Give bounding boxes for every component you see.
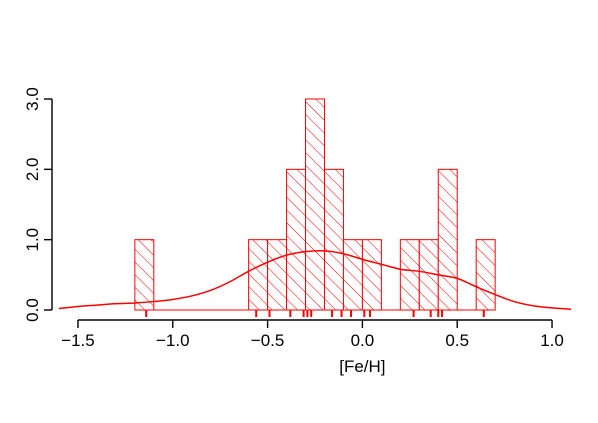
histogram-bar <box>323 168 344 311</box>
x-tick-label: −1.5 <box>61 331 95 350</box>
x-tick-label: −1.0 <box>156 331 190 350</box>
y-tick-label: 1.0 <box>23 228 42 252</box>
y-tick-label: 0.0 <box>23 298 42 322</box>
y-axis: 0.0 1.0 2.0 3.0 <box>23 87 53 322</box>
histogram-bars <box>134 98 496 311</box>
x-tick-label: 0.0 <box>351 331 375 350</box>
histogram-bar <box>475 239 496 311</box>
x-tick-label: 0.5 <box>445 331 469 350</box>
histogram-bar <box>342 239 363 311</box>
y-tick-label: 3.0 <box>23 87 42 111</box>
histogram-bar <box>399 239 420 311</box>
x-tick-label: 1.0 <box>540 331 564 350</box>
histogram-bar <box>134 239 155 311</box>
histogram-bar <box>267 239 288 311</box>
density-curve <box>58 250 572 311</box>
rug-marks <box>145 310 485 317</box>
histogram-bar <box>286 168 307 311</box>
density-curve-layer <box>58 250 572 311</box>
histogram-bar <box>248 239 269 311</box>
x-axis-title: [Fe/H] <box>339 357 385 376</box>
x-axis: −1.5 −1.0 −0.5 0.0 0.5 1.0 <box>61 319 564 350</box>
histogram-bar <box>361 239 382 311</box>
histogram-bar <box>305 98 325 311</box>
x-tick-label: −0.5 <box>251 331 285 350</box>
y-tick-label: 2.0 <box>23 158 42 182</box>
histogram-bar <box>437 168 458 311</box>
